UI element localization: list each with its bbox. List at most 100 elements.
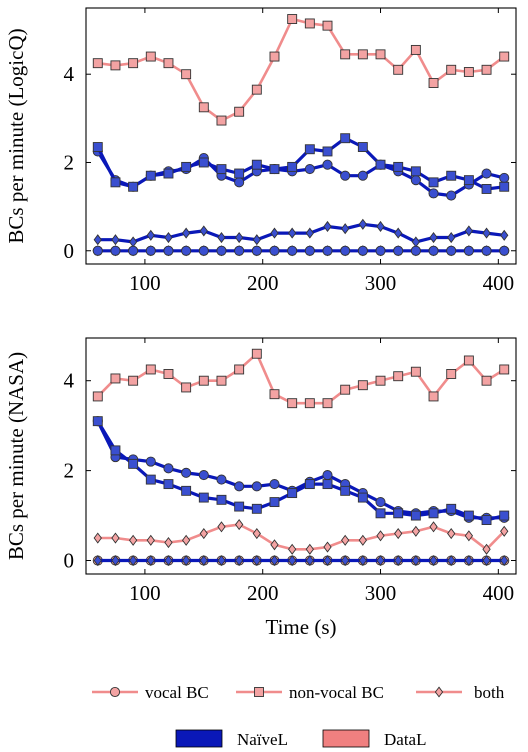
data-point — [110, 373, 121, 384]
series-NaïveL-diamond — [93, 554, 509, 567]
data-point — [429, 521, 438, 533]
plot-frame — [85, 337, 517, 575]
data-point — [128, 534, 138, 546]
data-point — [322, 146, 333, 157]
data-point — [287, 398, 298, 409]
data-point — [357, 49, 368, 60]
data-point — [216, 494, 227, 505]
data-point — [181, 485, 192, 496]
data-point — [447, 231, 456, 244]
data-point — [410, 166, 421, 177]
data-point — [198, 492, 209, 503]
data-point — [322, 479, 333, 490]
data-point — [217, 521, 226, 533]
data-point — [234, 168, 245, 179]
data-point — [305, 227, 314, 239]
series-NaïveL-square — [92, 416, 510, 526]
data-point — [375, 245, 386, 256]
data-point — [481, 168, 492, 179]
data-point — [393, 64, 404, 75]
data-point — [322, 470, 333, 481]
data-point — [287, 161, 298, 172]
data-point — [163, 58, 174, 69]
data-point — [269, 497, 280, 508]
data-point — [128, 181, 139, 192]
data-point — [145, 364, 156, 375]
data-point — [410, 175, 421, 186]
data-point — [92, 58, 103, 69]
data-point — [199, 225, 208, 237]
data-point — [128, 58, 139, 69]
data-point — [322, 245, 333, 256]
data-point — [198, 245, 209, 256]
data-point — [323, 554, 332, 567]
panel-logicq: 100 200 300 400 0 2 4 BCs per minute (LogicQ) — [4, 7, 517, 295]
data-point — [499, 181, 510, 192]
data-point — [234, 554, 244, 567]
y-axis-label: BCs per minute (LogicQ) — [4, 28, 28, 243]
legend-item-diamond: both — [416, 683, 505, 702]
legend-groups: NaïveL DataL — [175, 729, 426, 749]
data-point — [357, 170, 368, 181]
data-point — [110, 177, 121, 188]
data-point — [111, 234, 120, 246]
data-point — [181, 227, 191, 239]
data-point — [304, 164, 315, 175]
data-point — [92, 391, 103, 402]
data-point — [482, 554, 491, 567]
data-point — [163, 479, 174, 490]
data-point — [163, 168, 174, 179]
legend-group-datal: DataL — [322, 729, 426, 749]
y-tick-label: 2 — [64, 150, 75, 174]
data-point — [181, 382, 192, 393]
data-point — [216, 245, 227, 256]
data-point — [323, 541, 332, 553]
data-point — [146, 554, 155, 567]
data-point — [428, 391, 439, 402]
data-point — [410, 44, 421, 55]
data-point — [410, 366, 421, 377]
data-point — [358, 554, 368, 567]
data-point — [463, 355, 474, 366]
data-point — [270, 227, 279, 239]
data-point — [163, 245, 174, 256]
data-point — [375, 508, 386, 519]
data-point — [499, 510, 510, 521]
series-NaïveL-circle — [92, 245, 510, 256]
y-tick-label: 2 — [64, 459, 75, 483]
data-point — [411, 554, 421, 567]
data-point — [340, 384, 351, 395]
data-point — [499, 245, 510, 256]
data-point — [463, 67, 474, 77]
data-point — [428, 177, 439, 188]
legend-group-label: NaïveL — [237, 730, 288, 749]
data-point — [217, 231, 226, 244]
data-point — [463, 175, 474, 186]
data-point — [269, 245, 280, 256]
data-point — [199, 527, 208, 540]
data-point — [216, 375, 227, 386]
data-point — [393, 161, 404, 172]
data-point — [481, 64, 492, 75]
data-point — [322, 20, 333, 31]
legend-marker — [109, 686, 121, 698]
data-point — [163, 369, 174, 379]
data-point — [287, 488, 298, 499]
data-point — [463, 245, 474, 256]
data-point — [145, 51, 156, 62]
x-tick-label: 100 — [129, 271, 161, 295]
data-point — [163, 463, 174, 474]
data-point — [217, 554, 226, 567]
series-DataL-square — [92, 348, 510, 409]
series-NaïveL-square — [92, 133, 510, 194]
data-point — [428, 188, 439, 199]
data-point — [499, 51, 510, 62]
data-point — [269, 389, 280, 400]
data-point — [181, 245, 192, 256]
data-point — [216, 164, 227, 175]
legend-markers: vocal BC non-vocal BC both — [92, 683, 505, 702]
data-point — [181, 161, 192, 172]
data-point — [111, 554, 120, 567]
x-tick-label: 400 — [483, 271, 515, 295]
data-point — [128, 458, 139, 469]
